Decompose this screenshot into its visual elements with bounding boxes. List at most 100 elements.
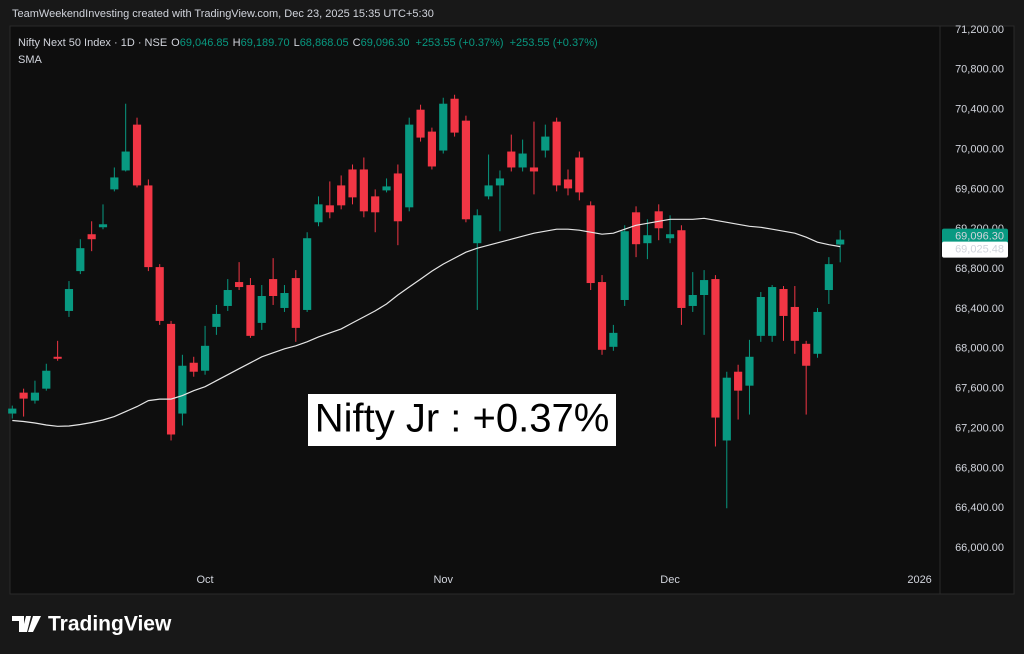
candle-body xyxy=(212,313,221,327)
y-tick-label: 67,200.00 xyxy=(955,422,1004,434)
y-tick-label: 71,200.00 xyxy=(955,24,1004,36)
x-tick-label: Nov xyxy=(433,574,453,586)
candle-body xyxy=(495,178,505,186)
y-tick-label: 68,800.00 xyxy=(955,263,1004,275)
candle-body xyxy=(8,408,17,414)
plot: 66,000.00 66,400.00 66,800.00 67,200.00 67,6… xyxy=(8,24,1008,586)
candle-body xyxy=(53,356,62,359)
high-label: H xyxy=(233,37,241,49)
sma-line xyxy=(12,217,841,427)
candle-body xyxy=(439,103,448,151)
candle-body xyxy=(280,293,289,308)
candle-body xyxy=(314,204,323,223)
y-tick-label: 67,600.00 xyxy=(955,383,1004,395)
candle-body xyxy=(631,212,641,245)
candle-body xyxy=(325,205,334,213)
candle-body xyxy=(802,343,811,366)
candle-body xyxy=(688,295,697,306)
y-tick-label: 66,400.00 xyxy=(955,502,1004,514)
candle-body xyxy=(711,279,720,418)
candle-body xyxy=(609,332,618,347)
candle-body xyxy=(552,121,561,186)
candle-body xyxy=(563,179,573,189)
candle-body xyxy=(586,205,595,284)
candle-body xyxy=(64,289,74,311)
candle-body xyxy=(461,120,471,220)
candle-body xyxy=(98,224,108,228)
candle-body xyxy=(121,151,130,171)
candle-body xyxy=(235,282,244,288)
brand-logo xyxy=(12,616,41,632)
candle-body xyxy=(155,267,164,321)
annotation-box xyxy=(308,394,616,446)
price-label: 69,096.30 xyxy=(955,230,1004,242)
candle-body xyxy=(337,185,346,206)
candle-body xyxy=(303,238,312,310)
candle-body xyxy=(427,131,436,167)
candle-body xyxy=(597,282,607,350)
y-tick-label: 70,800.00 xyxy=(955,64,1004,76)
price-label-box xyxy=(942,228,1008,245)
candle-body xyxy=(269,279,278,297)
candle-body xyxy=(665,234,675,239)
price-label-box xyxy=(942,241,1008,258)
y-tick-label: 66,800.00 xyxy=(955,462,1004,474)
candle-body xyxy=(484,185,493,197)
low-label: L xyxy=(294,37,300,49)
close: 69,096.30 xyxy=(361,37,410,49)
candle-body xyxy=(132,124,142,186)
chart-area xyxy=(9,25,1015,595)
close-label: C xyxy=(353,37,361,49)
y-tick-label: 68,400.00 xyxy=(955,303,1004,315)
candle-body xyxy=(200,345,210,371)
candle-body xyxy=(359,169,368,212)
candle-body xyxy=(450,98,459,133)
legend-sma: SMA xyxy=(18,54,43,66)
candle-body xyxy=(677,230,686,308)
candle-body xyxy=(393,173,402,222)
candle-body xyxy=(405,124,414,208)
y-tick-label: 66,000.00 xyxy=(955,542,1004,554)
candle-body xyxy=(813,311,822,354)
candle-body xyxy=(257,296,266,323)
candle-body xyxy=(507,151,516,168)
credit: TeamWeekendInvesting created with Tradin… xyxy=(12,8,434,20)
candle-body xyxy=(87,234,96,240)
candle-body xyxy=(790,306,799,341)
candle-body xyxy=(76,248,85,272)
price-label: 69,025.48 xyxy=(955,244,1004,256)
change: +253.55 (+0.37%) xyxy=(416,37,504,49)
y-tick-label: 70,400.00 xyxy=(955,104,1004,116)
candle-body xyxy=(768,287,777,336)
open: 69,046.85 xyxy=(180,37,229,49)
annotation: Nifty Jr : +0.37% xyxy=(315,397,610,441)
candle-body xyxy=(382,186,391,191)
candle-body xyxy=(643,235,652,244)
candle-body xyxy=(178,365,187,414)
candle-body xyxy=(223,290,232,306)
candle-body xyxy=(348,169,357,198)
candle-body xyxy=(541,136,550,151)
candle-body xyxy=(654,211,663,229)
y-tick-label: 69,600.00 xyxy=(955,183,1004,195)
x-tick-label: 2026 xyxy=(907,574,931,586)
candle-body xyxy=(756,296,765,336)
open-label: O xyxy=(171,37,180,49)
x-tick-label: Oct xyxy=(197,574,214,586)
candle-body xyxy=(529,167,539,172)
candle-body xyxy=(734,371,743,391)
logo-mark xyxy=(12,616,41,632)
candle-body xyxy=(30,392,40,401)
candle-body xyxy=(246,285,255,336)
y-tick-label: 70,000.00 xyxy=(955,143,1004,155)
candle-body xyxy=(745,356,754,386)
candle-body xyxy=(824,264,833,291)
candle-body xyxy=(575,157,584,193)
low: 68,868.05 xyxy=(300,37,349,49)
x-tick-label: Dec xyxy=(660,574,680,586)
candle-body xyxy=(700,280,709,296)
candle-body xyxy=(836,239,845,245)
candle-body xyxy=(19,392,28,399)
y-tick-label: 68,000.00 xyxy=(955,343,1004,355)
